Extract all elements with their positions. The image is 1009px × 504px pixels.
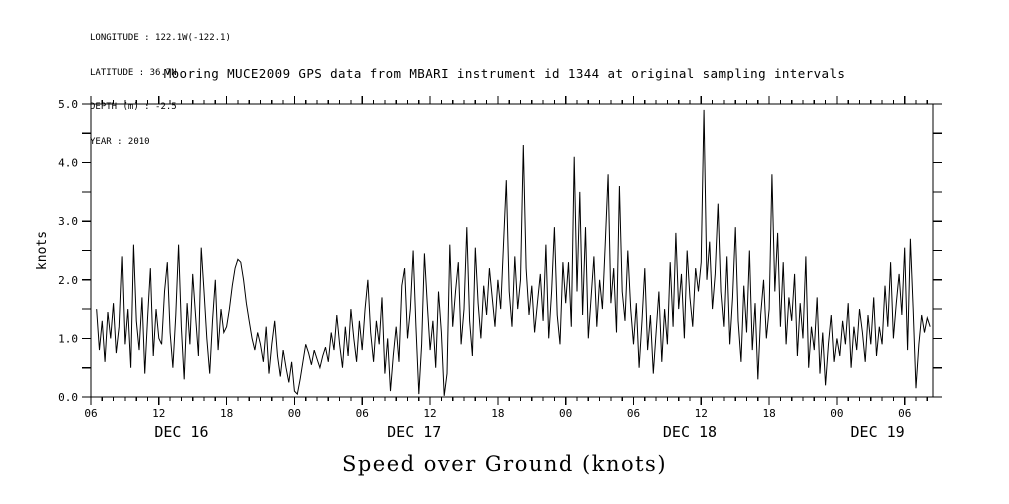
metadata-latitude: LATITUDE : 36.7N	[90, 67, 177, 78]
y-axis-tick-label: 4.0	[58, 157, 78, 170]
x-axis-tick-label: 06	[627, 407, 640, 420]
plot-frame	[90, 103, 934, 398]
x-axis-tick-label: 00	[288, 407, 301, 420]
x-axis-tick-label: 00	[559, 407, 572, 420]
y-axis-tick-label: 0.0	[58, 391, 78, 404]
x-axis-tick-label: 00	[830, 407, 843, 420]
metadata-year: YEAR : 2010	[90, 136, 150, 147]
x-axis-tick-label: 18	[762, 407, 775, 420]
y-axis-title: knots	[35, 231, 50, 270]
data-polyline	[96, 109, 931, 396]
x-axis-caption: Speed over Ground (knots)	[341, 452, 668, 476]
x-axis-date-label: DEC 18	[663, 423, 717, 441]
x-axis-date-label: DEC 19	[851, 423, 905, 441]
y-axis-tick-label: 1.0	[58, 332, 78, 345]
y-axis-tick-label: 3.0	[58, 215, 78, 228]
metadata-longitude: LONGITUDE : 122.1W(-122.1)	[90, 33, 231, 43]
metadata-block: LONGITUDE : 122.1W(-122.1) LATITUDE : 36…	[90, 10, 231, 171]
chart-title: Mooring MUCE2009 GPS data from MBARI ins…	[163, 66, 846, 81]
x-axis-tick-label: 06	[356, 407, 369, 420]
y-axis-tick-label: 5.0	[58, 98, 78, 111]
x-axis-tick-label: 12	[152, 407, 165, 420]
x-axis-date-label: DEC 17	[387, 423, 441, 441]
x-axis-tick-label: 18	[220, 407, 233, 420]
x-axis-tick-label: 06	[84, 407, 97, 420]
y-axis-tick-label: 2.0	[58, 274, 78, 287]
x-axis-tick-label: 12	[423, 407, 436, 420]
x-axis-tick-label: 18	[491, 407, 504, 420]
x-axis-date-label: DEC 16	[154, 423, 208, 441]
metadata-depth: DEPTH (m) : -2.5	[90, 102, 177, 112]
x-axis-tick-label: 06	[898, 407, 911, 420]
x-axis-tick-label: 12	[695, 407, 708, 420]
